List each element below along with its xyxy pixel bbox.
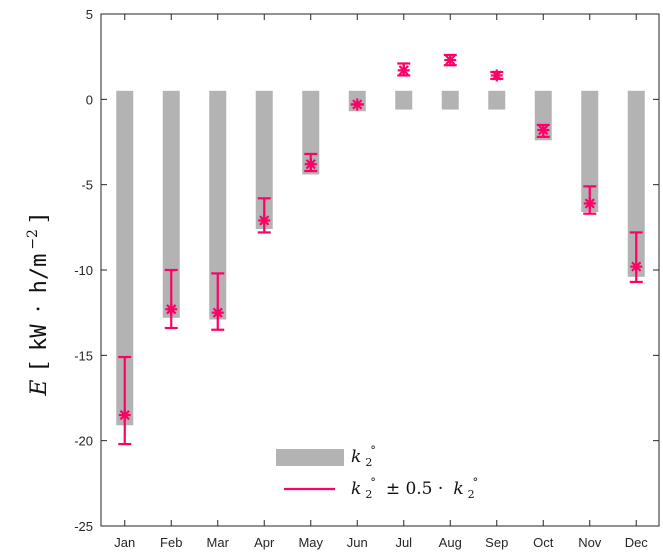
bar-feb [162, 90, 180, 318]
x-tick-label-apr: Apr [254, 535, 275, 550]
plot-frame [100, 13, 660, 527]
ylabel-symbol: E [27, 380, 52, 397]
ylabel-exponent: −2 [25, 229, 41, 250]
bar-sep [488, 90, 506, 110]
bar-jan [116, 90, 134, 426]
errorbar-apr [257, 197, 271, 234]
bar-oct [534, 90, 552, 141]
legend-error-label: k 2 ° ± 0.5 · k 2 ° [351, 473, 479, 502]
errorbar-sep [490, 69, 504, 82]
legend-bar-swatch [276, 449, 344, 466]
errorbar-feb [164, 268, 178, 330]
y-tick-label: -10 [74, 263, 93, 278]
bar-apr [255, 90, 273, 230]
y-tick-labels: 5 0 -5 -10 -15 -20 -25 [74, 7, 93, 534]
errorbar-nov [583, 185, 597, 215]
bar-jul [395, 90, 413, 110]
y-tick-label: -15 [74, 348, 93, 363]
legend: k 2 ° k 2 ° ± 0.5 · k 2 ° [276, 444, 479, 502]
errorbar-may [304, 152, 318, 173]
x-tick-label-sep: Sep [485, 535, 508, 550]
x-tick-label-aug: Aug [439, 535, 462, 550]
x-tick-label-jul: Jul [395, 535, 412, 550]
y-tick-label: -25 [74, 519, 93, 534]
bar-nov [581, 90, 599, 212]
ylabel-open-bracket: [ [27, 361, 52, 370]
bar-series [116, 90, 645, 426]
ylabel-close-bracket: ] [27, 214, 52, 223]
ylabel-unit-kw: kW [27, 324, 52, 351]
y-tick-label: 0 [86, 92, 93, 107]
ylabel-unit-hm: h/m [27, 254, 52, 294]
x-tick-label-feb: Feb [160, 535, 182, 550]
x-tick-label-oct: Oct [533, 535, 554, 550]
errorbar-jul [397, 62, 411, 77]
errorbar-jun [350, 98, 364, 111]
bar-aug [441, 90, 459, 110]
errorbar-dec [629, 231, 643, 284]
ylabel-dot: · [27, 305, 52, 312]
bar-mar [209, 90, 227, 320]
x-tick-label-nov: Nov [578, 535, 602, 550]
errorbar-mar [211, 272, 225, 331]
errorbar-aug [443, 53, 457, 67]
y-tick-label: -5 [81, 178, 93, 193]
x-tick-label-dec: Dec [625, 535, 649, 550]
y-tick-label: 5 [86, 7, 93, 22]
x-tick-labels: Jan Feb Mar Apr May Jun Jul Aug Sep Oct Nov Dec [114, 535, 648, 550]
x-tick-label-mar: Mar [207, 535, 230, 550]
errorbar-series [118, 53, 643, 446]
x-tick-label-jun: Jun [347, 535, 368, 550]
errorbar-jan [118, 355, 132, 446]
errorbar-oct [536, 123, 550, 138]
y-tick-label: -20 [74, 434, 93, 449]
bar-dec [627, 90, 645, 277]
axes [100, 13, 660, 527]
legend-bar-label: k 2 ° [351, 444, 376, 470]
y-axis-label: E [ kW · h/m −2 ] [24, 214, 52, 396]
x-tick-label-jan: Jan [114, 535, 135, 550]
x-tick-label-may: May [298, 535, 323, 550]
